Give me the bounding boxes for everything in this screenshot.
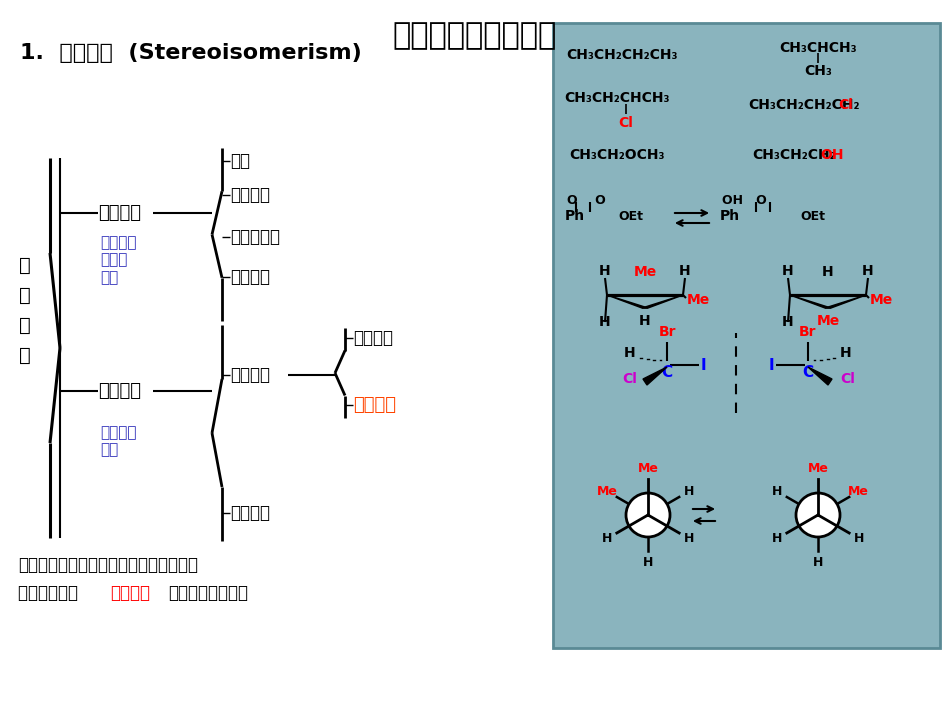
Text: H: H xyxy=(679,264,691,278)
Polygon shape xyxy=(808,367,832,385)
Text: CH₃CH₂CH₂CH₂: CH₃CH₂CH₂CH₂ xyxy=(748,98,860,112)
Text: Me: Me xyxy=(816,314,840,328)
Text: H: H xyxy=(772,485,783,498)
Text: 顺反异构: 顺反异构 xyxy=(353,329,393,347)
Text: H: H xyxy=(822,265,834,279)
Text: Me: Me xyxy=(637,461,658,474)
Text: 1.  立体异构  (Stereoisomerism): 1. 立体异构 (Stereoisomerism) xyxy=(20,43,362,63)
Text: 构: 构 xyxy=(19,346,30,364)
Circle shape xyxy=(626,493,670,537)
Text: OEt: OEt xyxy=(800,210,825,222)
Text: OEt: OEt xyxy=(618,210,643,222)
Text: H: H xyxy=(639,314,651,328)
Text: H: H xyxy=(599,264,611,278)
Text: H: H xyxy=(863,264,874,278)
Text: C: C xyxy=(803,365,813,380)
Text: H: H xyxy=(840,346,851,360)
Text: Cl: Cl xyxy=(622,372,637,386)
Text: Ph: Ph xyxy=(565,209,585,223)
Text: Me: Me xyxy=(848,485,869,498)
Text: H: H xyxy=(602,532,613,545)
Text: H: H xyxy=(853,532,864,545)
Text: Br: Br xyxy=(658,325,675,339)
Text: 相倒在空间的: 相倒在空间的 xyxy=(18,584,99,602)
Text: H: H xyxy=(623,346,635,360)
Text: H: H xyxy=(599,315,611,329)
Text: CH₃CH₂CHCH₃: CH₃CH₂CHCH₃ xyxy=(564,91,670,105)
Text: 互变异构: 互变异构 xyxy=(230,268,270,286)
Text: 位置异构: 位置异构 xyxy=(230,186,270,204)
Text: 对映异构: 对映异构 xyxy=(353,396,396,414)
Text: H: H xyxy=(772,532,783,545)
Text: 构象异构: 构象异构 xyxy=(230,504,270,522)
Polygon shape xyxy=(790,295,831,308)
Text: OH   O: OH O xyxy=(722,193,767,207)
Text: 分: 分 xyxy=(19,285,30,304)
Text: CH₃CH₂CH₂: CH₃CH₂CH₂ xyxy=(752,148,836,162)
Text: Me: Me xyxy=(634,265,656,279)
Text: Cl: Cl xyxy=(838,98,853,112)
Text: 同: 同 xyxy=(19,255,30,275)
Text: H: H xyxy=(813,555,824,568)
Text: C: C xyxy=(661,365,673,380)
Text: 立体异构体子舟的原子或基团连接的次序: 立体异构体子舟的原子或基团连接的次序 xyxy=(18,556,198,574)
Text: H: H xyxy=(782,315,794,329)
Polygon shape xyxy=(643,367,667,385)
Bar xyxy=(553,23,940,648)
Text: 排列不同: 排列不同 xyxy=(110,584,150,602)
Text: CH₃: CH₃ xyxy=(804,64,832,78)
Text: （连接次
序和方
式）: （连接次 序和方 式） xyxy=(100,235,137,285)
Text: H: H xyxy=(683,485,694,498)
Text: CH₃CH₂CH₂CH₃: CH₃CH₂CH₂CH₃ xyxy=(566,48,677,62)
Text: CH₃CH₂OCH₃: CH₃CH₂OCH₃ xyxy=(569,148,665,162)
Text: I: I xyxy=(769,357,774,372)
Text: Cl: Cl xyxy=(618,116,634,130)
Polygon shape xyxy=(642,295,683,308)
Text: Me: Me xyxy=(870,293,893,307)
Text: Me: Me xyxy=(808,461,828,474)
Text: Ph: Ph xyxy=(720,209,740,223)
Polygon shape xyxy=(607,295,648,308)
Text: CH₃CHCH₃: CH₃CHCH₃ xyxy=(779,41,857,55)
Circle shape xyxy=(796,493,840,537)
Text: Br: Br xyxy=(799,325,817,339)
Text: Me: Me xyxy=(687,293,711,307)
Text: 构造异构: 构造异构 xyxy=(98,204,141,222)
Text: O    O: O O xyxy=(567,193,606,207)
Text: 异: 异 xyxy=(19,315,30,334)
Text: Me: Me xyxy=(597,485,618,498)
Text: I: I xyxy=(701,357,707,372)
Text: 对映异构与分子结构: 对映异构与分子结构 xyxy=(393,21,557,50)
Text: OH: OH xyxy=(820,148,844,162)
Text: H: H xyxy=(643,555,654,568)
Polygon shape xyxy=(825,295,866,308)
Text: 碳架: 碳架 xyxy=(230,152,250,170)
Text: H: H xyxy=(683,532,694,545)
Text: 官能团异构: 官能团异构 xyxy=(230,228,280,246)
Text: Cl: Cl xyxy=(840,372,855,386)
Text: 立体异构: 立体异构 xyxy=(98,382,141,400)
Text: 而产生的异构体。: 而产生的异构体。 xyxy=(168,584,248,602)
Text: H: H xyxy=(782,264,794,278)
Text: （空间排
列）: （空间排 列） xyxy=(100,425,137,457)
Text: 构型异构: 构型异构 xyxy=(230,366,270,384)
